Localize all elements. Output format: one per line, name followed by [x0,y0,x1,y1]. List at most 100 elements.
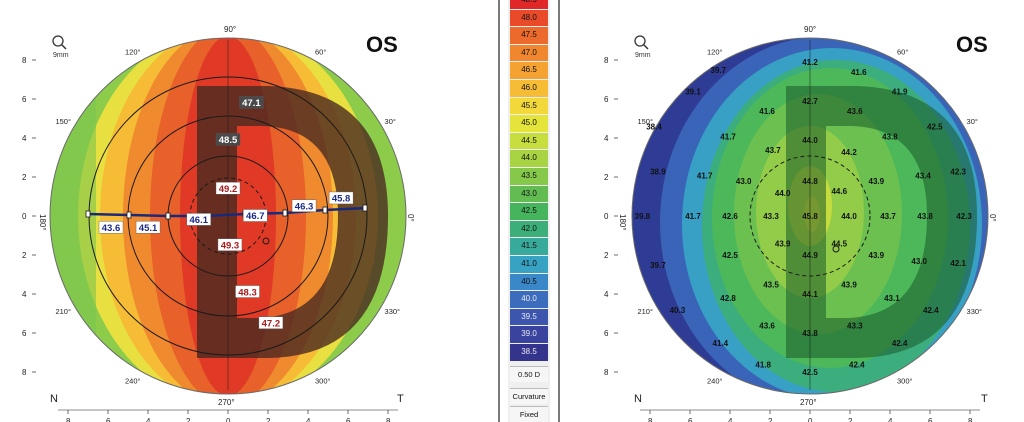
curvature-value: 42.3 [950,167,966,176]
value-text: 44.5 [831,240,847,249]
y-axis-ticks: 8 6 4 2 0 2 4 6 8 [22,56,36,377]
value-text: 44.9 [802,251,818,260]
compass-top-label: 90° [804,25,816,34]
value-text: 46.3 [295,201,314,212]
curvature-value: 42.4 [849,360,865,369]
curvature-value: 43.8 [882,132,898,141]
left-map-disc [50,38,406,394]
angle-label: 240° [125,377,141,386]
curvature-value: 41.7 [685,212,701,221]
value-text: 42.8 [720,294,736,303]
scale-step-value: 38.5 [521,347,537,356]
compass-bottom-label: 270° [218,398,235,407]
value-box [235,285,260,298]
value-text: 42.7 [802,97,818,106]
zoom-control[interactable]: 9mm [634,35,651,59]
curvature-value: 46.7 [243,209,268,222]
y-tick-label: 6 [604,329,609,338]
eye-label: OS [366,32,398,57]
angle-label: 120° [125,47,141,56]
curvature-value: 43.3 [847,321,863,330]
scale-step-value: 45.5 [521,100,537,110]
scale-step-value: 41.0 [521,259,537,268]
value-text: 43.9 [869,177,885,186]
scale-step: 43.0 [510,185,548,203]
y-tick-label: 6 [22,329,27,338]
value-text: 42.3 [950,167,966,176]
scale-step-value: 46.5 [521,65,537,75]
curvature-value: 45.1 [135,220,161,234]
scale-step-value: 39.5 [521,311,537,321]
scale-step-label[interactable]: 0.50 D [510,366,548,382]
curvature-value: 42.4 [923,306,939,315]
value-text: 39.8 [635,212,651,221]
curvature-value: 38.4 [646,123,662,132]
value-text: 43.9 [869,251,885,260]
x-tick-label: 4 [728,417,733,422]
value-text: 39.7 [711,66,727,75]
angle-label: 300° [315,377,331,386]
zoom-control[interactable]: 9mm [52,35,69,59]
x-tick-label: 6 [928,417,933,422]
x-tick-label: 2 [266,417,271,422]
magnifier-icon[interactable] [52,35,64,47]
compass-top-label: 90° [224,25,236,34]
x-tick-label: 0 [808,417,813,422]
value-text: 40.3 [670,306,686,315]
scale-type-label[interactable]: Curvature [510,388,548,404]
scale-step-value: 42.0 [521,223,537,233]
value-text: 41.6 [851,68,867,77]
magnifier-icon[interactable] [634,35,646,47]
value-text: 41.7 [720,132,736,141]
scale-step-value: 48.5 [521,0,537,4]
scale-step: 45.0 [510,115,548,132]
scale-step: 44.0 [510,150,548,167]
y-tick-label: 2 [22,173,27,182]
angle-label: 30° [967,117,978,126]
scale-step-value: 47.0 [521,47,537,57]
angle-label: 60° [897,47,908,56]
curvature-value: 45.8 [328,191,354,205]
scale-step: 41.0 [510,256,548,273]
right-topography-panel[interactable]: 90° 270° 180° 0° 120° 60° 150° 30° 210° 330° 2… [560,0,1024,422]
value-box [217,238,243,251]
value-text: 43.8 [802,329,818,338]
value-text: 46.1 [190,215,209,226]
curvature-value: 48.3 [235,285,260,298]
color-scale[interactable]: 48.5 48.0 47.5 47.0 46.5 46.0 45.5 45.0 44.5 44.0… [508,0,550,422]
value-text: 42.4 [849,360,865,369]
curvature-value: 44.0 [841,212,857,221]
value-text: 44.0 [775,189,791,198]
curvature-value: 41.2 [802,58,818,67]
curvature-value: 41.8 [755,360,771,369]
scale-step-value: 43.5 [521,171,537,180]
value-text: 41.9 [892,87,908,96]
curvature-value: 42.6 [722,212,738,221]
angle-labels: 120° 60° 150° 30° 210° 330° 240° 300° [55,47,400,385]
curvature-value: 42.7 [802,97,818,106]
value-text: 39.1 [685,87,701,96]
value-text: 43.5 [763,280,779,289]
x-axis-ticks: 8 6 4 2 0 2 4 6 8 [58,409,398,422]
x-axis-ticks: 8 6 4 2 0 2 4 6 8 [640,409,980,422]
left-topography-panel[interactable]: 90° 270° 180° 0° 120° 60° 150° 30° 210° 330° 2… [0,0,498,422]
value-text: 41.7 [697,171,713,180]
curvature-value: 38.9 [650,167,666,176]
curvature-value: 40.3 [670,306,686,315]
y-tick-label: 8 [22,368,27,377]
curvature-value: 43.8 [917,212,933,221]
value-text: 43.0 [736,177,752,186]
scale-step: 43.5 [510,168,548,185]
temporal-label: T [397,393,404,405]
scale-step: 38.5 [510,344,548,361]
value-text: 49.2 [219,184,238,195]
angle-labels: 120° 60° 150° 30° 210° 330° 240° 300° [637,47,982,385]
value-text: 42.6 [722,212,738,221]
scale-step: 40.5 [510,273,548,291]
zoom-label: 9mm [53,52,69,59]
scale-mode-label[interactable]: Fixed [510,406,548,422]
curvature-value: 41.7 [697,171,713,180]
curvature-value: 41.9 [892,87,908,96]
scale-step: 42.5 [510,203,548,220]
